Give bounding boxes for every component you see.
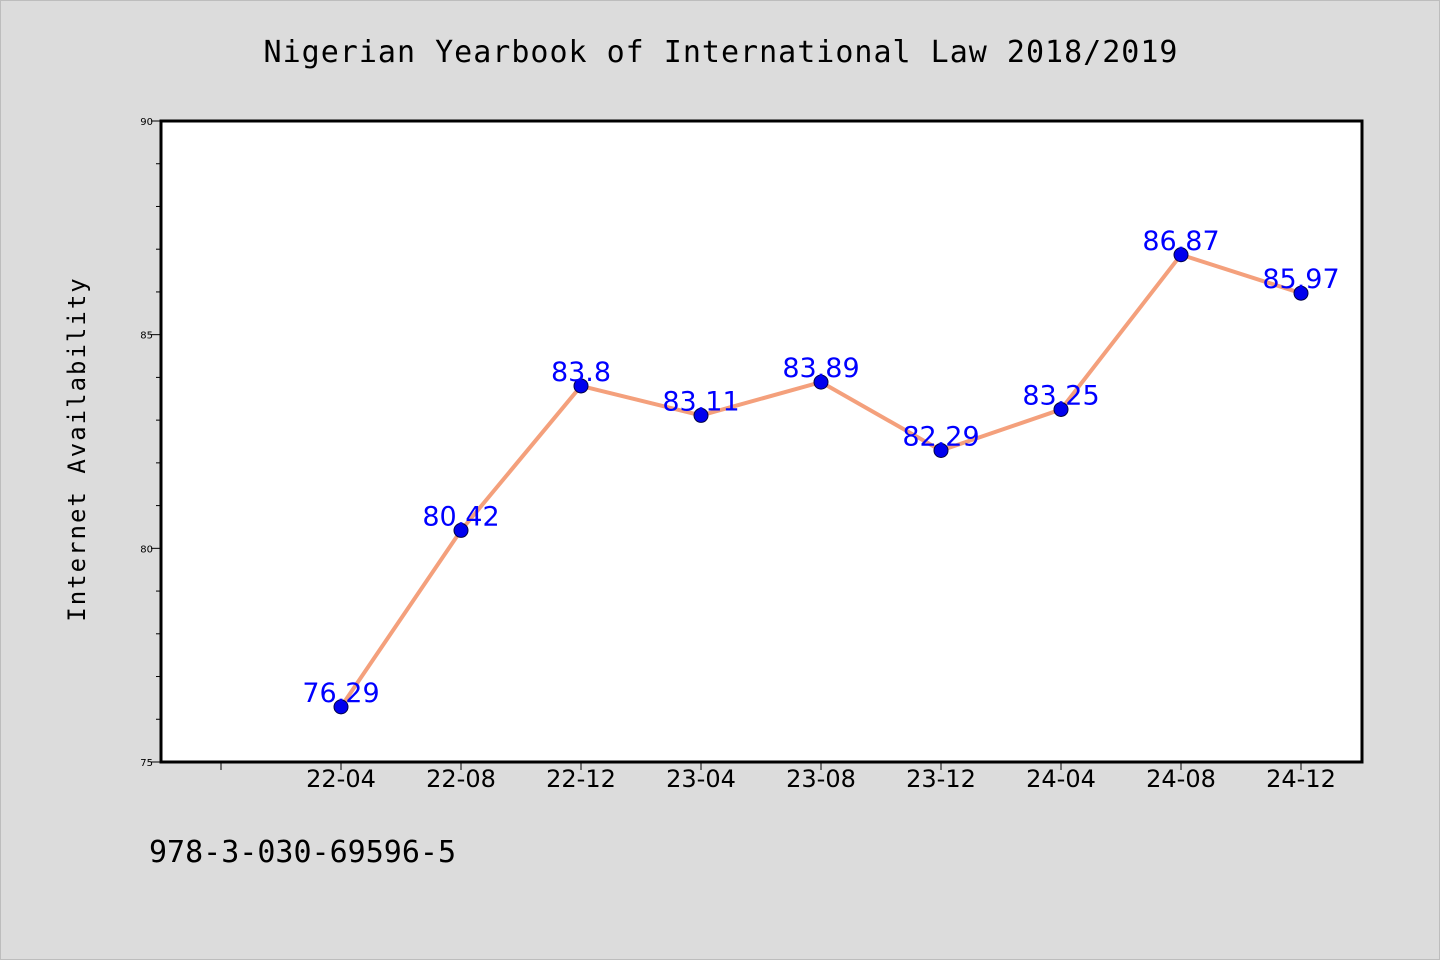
chart-title: Nigerian Yearbook of International Law 2… (263, 35, 1179, 70)
data-point (333, 699, 349, 715)
data-point (1053, 401, 1069, 417)
x-tick-label: 24-12 (1266, 765, 1336, 793)
data-label: 83.8 (551, 357, 611, 388)
data-point (1173, 247, 1189, 263)
data-label: 86.87 (1142, 226, 1219, 257)
y-tick-label: 80 (140, 544, 153, 555)
data-point (453, 522, 469, 538)
x-tick-label: 22-08 (426, 765, 496, 793)
plot-frame (159, 119, 1364, 764)
y-tick-label: 85 (140, 331, 153, 342)
x-tick-label: 24-04 (1026, 765, 1096, 793)
data-label: 83.25 (1022, 380, 1099, 411)
data-point (813, 374, 829, 390)
data-label: 83.89 (782, 353, 859, 384)
data-point (1293, 285, 1309, 301)
isbn-code: 978-3-030-69596-5 (149, 835, 457, 870)
data-point (933, 442, 949, 458)
x-tick-label: 24-08 (1146, 765, 1216, 793)
x-tick-label: 22-04 (306, 765, 376, 793)
data-label: 85.97 (1262, 264, 1339, 295)
y-tick-label: 75 (140, 758, 153, 769)
x-tick-label: 23-04 (666, 765, 736, 793)
plot-area (161, 121, 1362, 762)
data-point (573, 378, 589, 394)
x-tick-label: 23-12 (906, 765, 976, 793)
data-point (693, 407, 709, 423)
y-tick-label: 90 (140, 117, 153, 128)
data-label: 83.11 (662, 386, 739, 417)
data-label: 80.42 (422, 501, 499, 532)
data-label: 76.29 (302, 678, 379, 709)
x-tick-label: 22-12 (546, 765, 616, 793)
x-tick-label: 23-08 (786, 765, 856, 793)
data-label: 82.29 (902, 421, 979, 452)
